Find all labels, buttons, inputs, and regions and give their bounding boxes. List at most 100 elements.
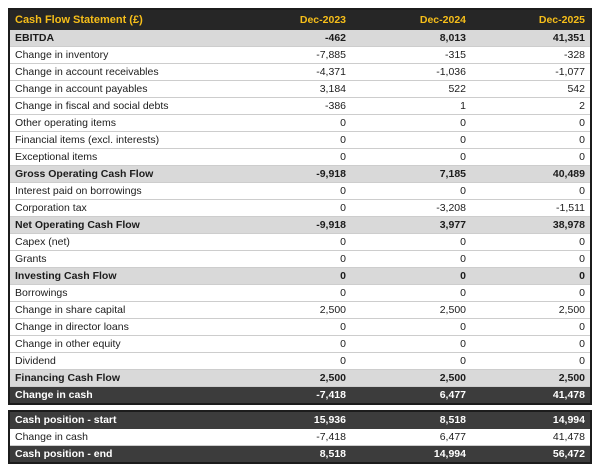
row-value: 0 — [460, 117, 466, 129]
cash-position-summary-table: Cash position - start 15,936 8,518 14,994 Ch… — [8, 410, 592, 464]
row-value: 2,500 — [319, 372, 346, 384]
table-row: Grants 0 0 0 — [9, 250, 591, 268]
row-value: 2,500 — [439, 372, 466, 384]
row-label: Change in account payables — [15, 83, 148, 95]
row-value: 3,184 — [319, 83, 346, 95]
table-row: Change in share capital 2,500 2,500 2,500 — [9, 301, 591, 319]
table-row: Financial items (excl. interests) 0 0 0 — [9, 131, 591, 149]
row-value: 8,013 — [439, 32, 466, 44]
row-value: 0 — [340, 253, 346, 265]
column-header-dec-2023: Dec-2023 — [299, 14, 346, 26]
row-value: 8,518 — [319, 448, 346, 460]
row-value: 0 — [460, 355, 466, 367]
row-value: 0 — [460, 236, 466, 248]
table-row: Net Operating Cash Flow -9,918 3,977 38,978 — [9, 216, 591, 234]
row-label: Change in other equity — [15, 338, 121, 350]
row-value: 0 — [460, 185, 466, 197]
row-value: 1 — [460, 100, 466, 112]
row-value: 2,500 — [439, 304, 466, 316]
table-title: Cash Flow Statement (£) — [15, 14, 143, 26]
row-value: -7,418 — [316, 389, 346, 401]
row-value: 0 — [460, 270, 466, 282]
row-label: Investing Cash Flow — [15, 270, 117, 282]
row-value: 8,518 — [439, 414, 466, 426]
row-label: Borrowings — [15, 287, 68, 299]
row-value: 56,472 — [552, 448, 585, 460]
row-value: -315 — [444, 49, 466, 61]
row-value: 0 — [460, 338, 466, 350]
row-value: 6,477 — [439, 389, 466, 401]
table-row: Cash position - start 15,936 8,518 14,994 — [9, 411, 591, 429]
row-label: Grants — [15, 253, 47, 265]
row-value: -9,918 — [316, 219, 346, 231]
row-label: Exceptional items — [15, 151, 98, 163]
row-label: Change in fiscal and social debts — [15, 100, 169, 112]
table-header-row: Cash Flow Statement (£) Dec-2023 Dec-202… — [9, 9, 591, 30]
row-label: Change in account receivables — [15, 66, 159, 78]
row-value: 0 — [340, 185, 346, 197]
row-value: 0 — [460, 287, 466, 299]
row-value: 0 — [340, 355, 346, 367]
row-value: 0 — [460, 321, 466, 333]
row-value: -1,511 — [556, 202, 585, 214]
row-value: 0 — [579, 253, 585, 265]
row-value: 0 — [340, 117, 346, 129]
row-value: 0 — [579, 321, 585, 333]
row-value: 40,489 — [552, 168, 585, 180]
column-header-dec-2024: Dec-2024 — [419, 14, 466, 26]
row-value: 0 — [340, 151, 346, 163]
row-value: 2,500 — [558, 304, 585, 316]
row-label: Financing Cash Flow — [15, 372, 121, 384]
table-row: Cash position - end 8,518 14,994 56,472 — [9, 445, 591, 463]
table-row: Capex (net) 0 0 0 — [9, 233, 591, 251]
row-value: 0 — [579, 338, 585, 350]
row-value: 522 — [448, 83, 466, 95]
row-value: -7,885 — [316, 49, 346, 61]
row-value: 6,477 — [439, 431, 466, 443]
row-value: 41,478 — [552, 431, 585, 443]
row-value: 0 — [460, 151, 466, 163]
row-value: 0 — [340, 202, 346, 214]
row-label: Corporation tax — [15, 202, 87, 214]
row-label: Change in cash — [15, 389, 93, 401]
row-value: 7,185 — [439, 168, 466, 180]
table-row: Investing Cash Flow 0 0 0 — [9, 267, 591, 285]
row-label: Interest paid on borrowings — [15, 185, 142, 197]
row-value: 41,478 — [552, 389, 585, 401]
table-row: Change in account receivables -4,371 -1,03… — [9, 63, 591, 81]
row-value: -1,036 — [436, 66, 466, 78]
row-label: Change in share capital — [15, 304, 126, 316]
row-value: 2 — [579, 100, 585, 112]
row-value: 14,994 — [433, 448, 466, 460]
row-value: 0 — [579, 270, 585, 282]
row-label: Gross Operating Cash Flow — [15, 168, 154, 180]
row-label: Change in cash — [15, 431, 88, 443]
table-row: Gross Operating Cash Flow -9,918 7,185 40,4… — [9, 165, 591, 183]
table-row: Change in inventory -7,885 -315 -328 — [9, 46, 591, 64]
row-value: 0 — [340, 321, 346, 333]
row-value: 41,351 — [552, 32, 585, 44]
table-row: Borrowings 0 0 0 — [9, 284, 591, 302]
table-row: Financing Cash Flow 2,500 2,500 2,500 — [9, 369, 591, 387]
row-value: 15,936 — [313, 414, 346, 426]
row-label: Other operating items — [15, 117, 116, 129]
row-value: 0 — [340, 236, 346, 248]
row-value: 0 — [340, 338, 346, 350]
row-label: Net Operating Cash Flow — [15, 219, 140, 231]
row-value: 0 — [579, 287, 585, 299]
row-label: Cash position - end — [15, 448, 113, 460]
column-header-dec-2025: Dec-2025 — [538, 14, 585, 26]
table-row: Change in cash -7,418 6,477 41,478 — [9, 428, 591, 446]
row-value: 2,500 — [558, 372, 585, 384]
row-value: -9,918 — [316, 168, 346, 180]
table-row: Other operating items 0 0 0 — [9, 114, 591, 132]
row-value: 38,978 — [552, 219, 585, 231]
row-label: Financial items (excl. interests) — [15, 134, 160, 146]
row-value: -386 — [324, 100, 346, 112]
table-row: Dividend 0 0 0 — [9, 352, 591, 370]
table-row: EBITDA -462 8,013 41,351 — [9, 30, 591, 47]
row-value: -462 — [324, 32, 346, 44]
row-value: -328 — [563, 49, 585, 61]
row-value: 0 — [460, 134, 466, 146]
row-value: 0 — [340, 134, 346, 146]
